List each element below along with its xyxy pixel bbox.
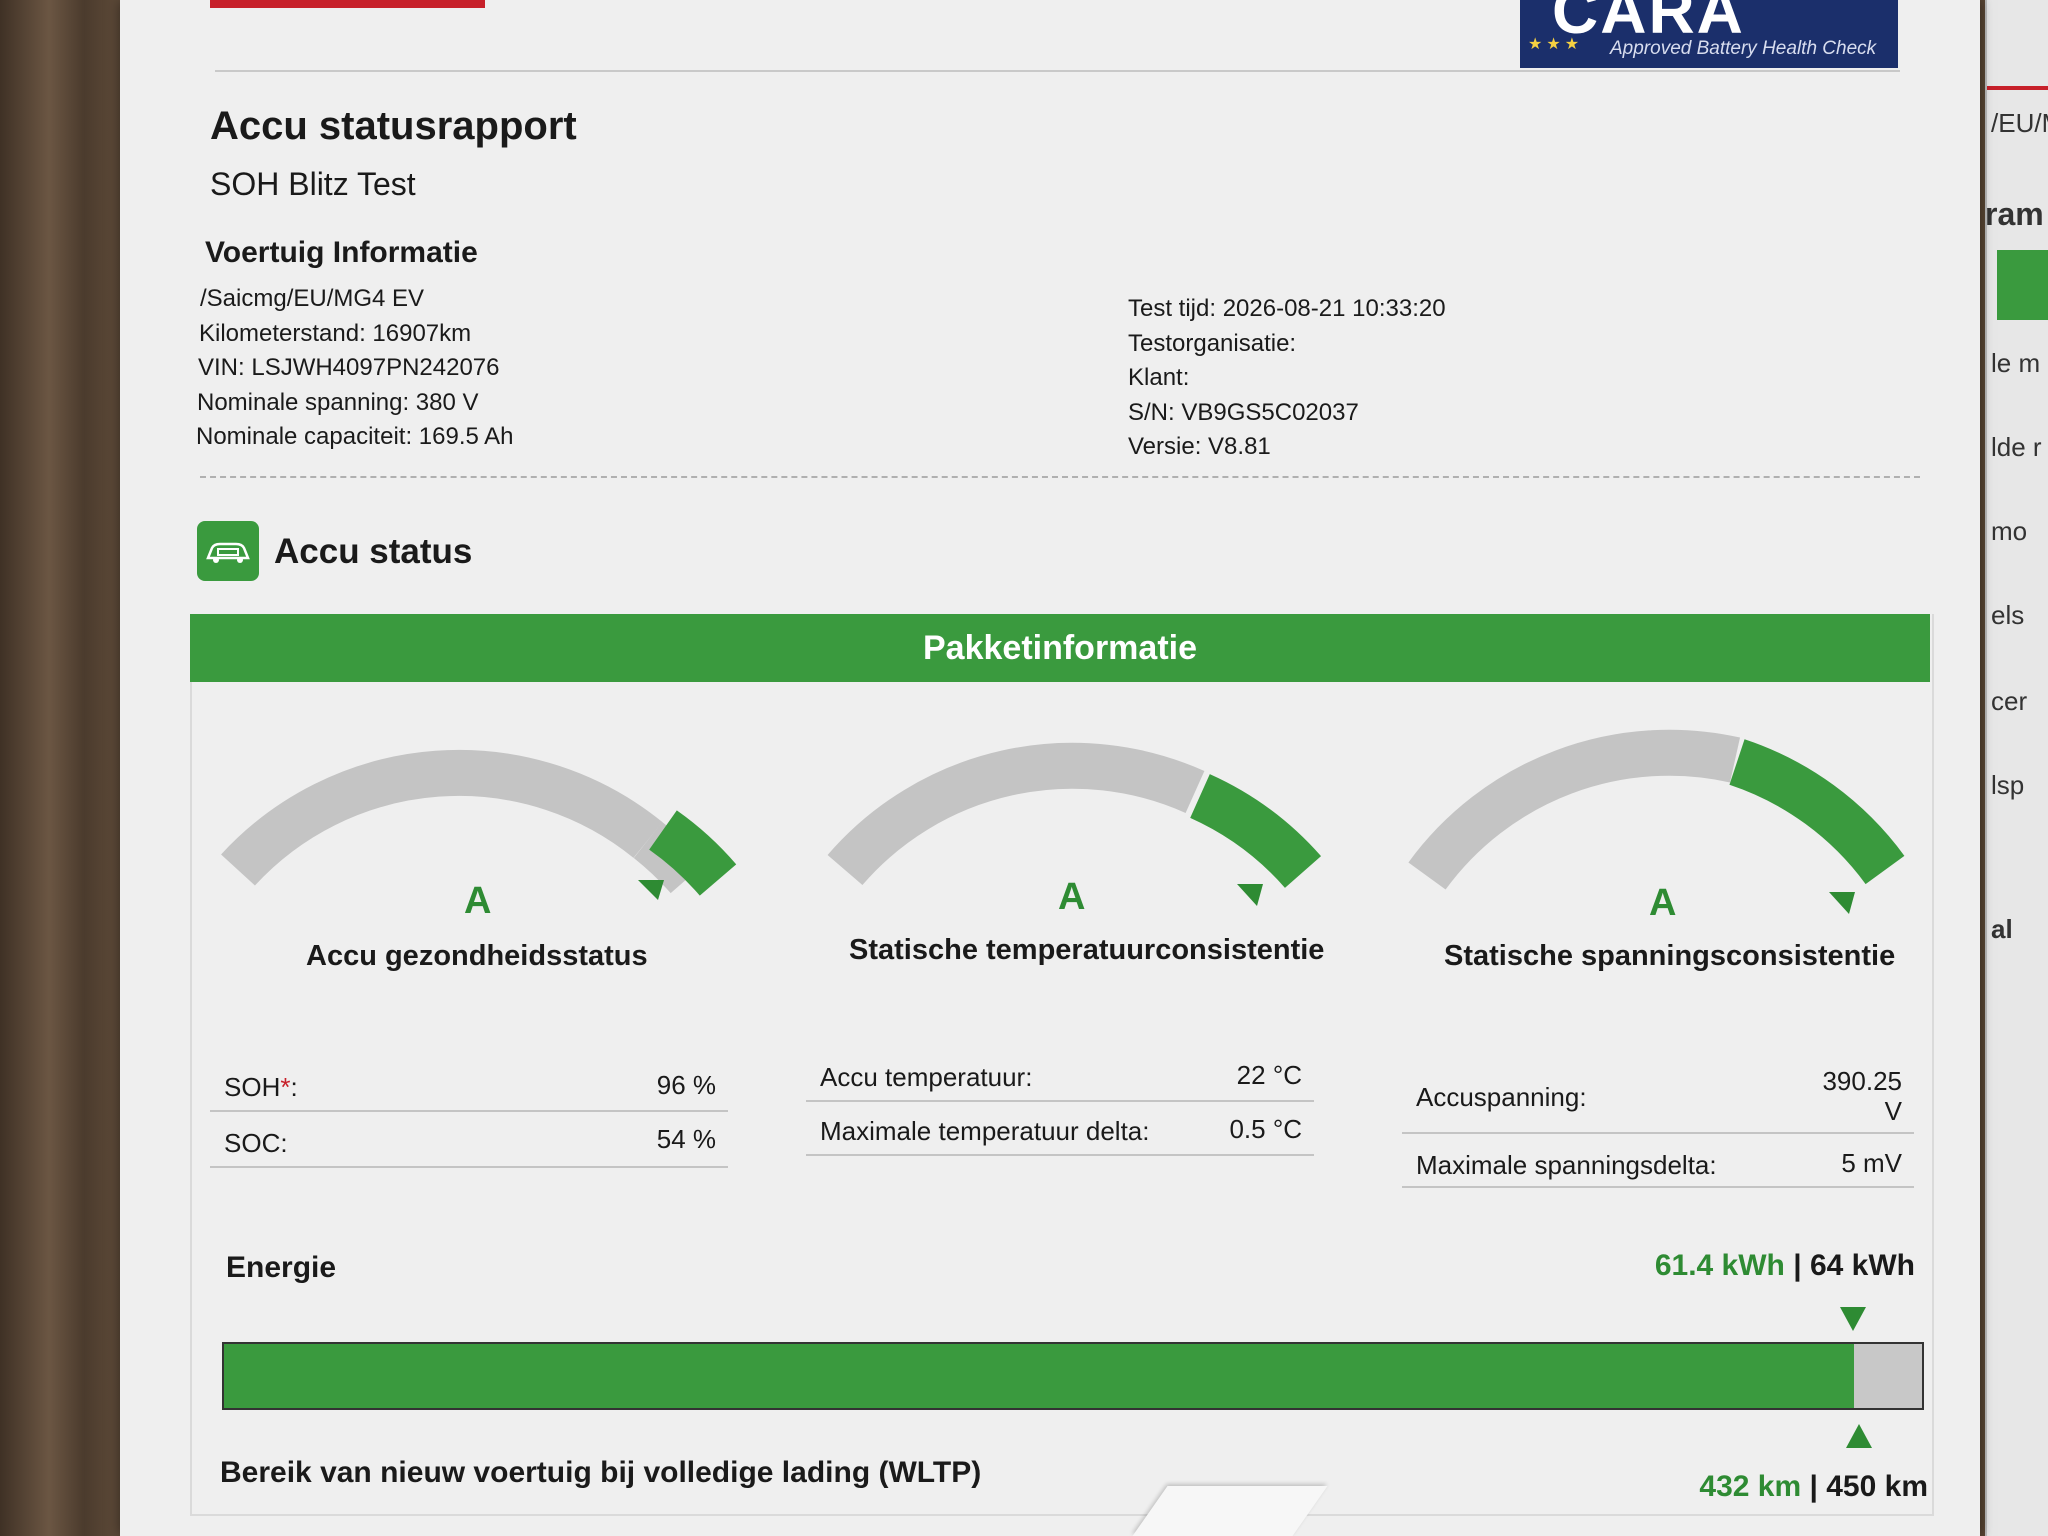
kv-key: SOC: [224,1128,288,1158]
test-organisation: Testorganisatie: [1128,329,1297,357]
status-title: Accu status [274,532,473,571]
energy-marker-icon [1840,1307,1866,1331]
vehicle-nominal-voltage: Nominale spanning: 380 V [197,388,479,416]
kv-row: Maximale spanningsdelta: 5 mV [1402,1142,1914,1188]
kv-value: 0.5 °C [1229,1114,1302,1144]
energy-label: Energie [226,1251,337,1284]
kv-row: Maximale temperatuur delta: 0.5 °C [806,1110,1314,1156]
battery-car-icon [197,521,259,581]
energy-current: 61.4 kWh [1654,1249,1785,1282]
wooden-table-background [0,0,140,1536]
fragment-text: lsp [1991,770,2025,800]
fragment-text: cer [1991,686,2028,716]
package-info-box [190,614,1934,1516]
gauge-pointer-icon [1829,892,1855,914]
version: Versie: V8.81 [1128,433,1271,460]
cara-logo-name: CARA [1552,0,1745,47]
gauge-label: Statische temperatuurconsistentie [849,934,1325,966]
fragment-text: mo [1991,516,2028,546]
brand-logo-fragment [210,0,485,8]
fragment-text: els [1991,600,2025,630]
kv-key: Maximale temperatuur delta: [820,1116,1150,1146]
customer: Klant: [1128,364,1190,391]
package-info-header: Pakketinformatie [190,614,1930,682]
vehicle-vin: VIN: LSJWH4097PN242076 [198,354,500,381]
report-subtitle: SOH Blitz Test [210,166,416,202]
gauge-health [221,750,737,900]
vehicle-nominal-capacity: Nominale capaciteit: 169.5 Ah [196,423,514,450]
range-current: 432 km [1699,1470,1802,1503]
kv-value: 96 % [656,1070,716,1100]
kv-row: Accu temperatuur: 22 °C [806,1058,1314,1102]
fragment-text: ram [1985,196,2044,232]
range-values: 432 km | 450 km [1699,1470,1928,1504]
soh-footnote-star: * [280,1072,291,1102]
energy-values: 61.4 kWh | 64 kWh [1655,1249,1915,1283]
kv-value: 22 °C [1236,1060,1302,1090]
energy-bar-fill [224,1344,1855,1408]
kv-key: SOH*: [224,1072,298,1103]
kv-key: Accuspanning: [1416,1082,1587,1112]
dashed-divider [200,476,1920,478]
kv-row: Accuspanning: 390.25 V [1402,1058,1914,1134]
report-title: Accu statusrapport [210,104,577,148]
kv-key: Maximale spanningsdelta: [1416,1150,1717,1180]
kv-value: 54 % [656,1124,716,1154]
divider [215,70,1900,72]
fragment-text: al [1991,914,2013,944]
energy-separator: | [1784,1249,1810,1282]
second-sheet-edge: /EU/M ram le m lde r mo els cer lsp al [1985,0,2048,1536]
range-total: 450 km [1826,1470,1928,1503]
cara-logo: CARA ★★★ Approved Battery Health Check [1520,0,1898,68]
range-separator: | [1801,1470,1827,1503]
test-info-right: Test tijd: 2026-08-21 10:33:20 Testorgan… [1128,292,1446,465]
range-marker-icon [1846,1424,1872,1448]
vehicle-info-left: /Saicmg/EU/MG4 EV Kilometerstand: 16907k… [196,282,514,455]
red-rule [1987,86,2048,90]
fragment-text: le m [1991,348,2041,378]
vehicle-mileage: Kilometerstand: 16907km [199,319,472,347]
kv-key: Accu temperatuur: [820,1062,1033,1092]
vehicle-model: /Saicmg/EU/MG4 EV [200,285,425,312]
fragment-green-bar [1997,250,2048,320]
gauge-grade: A [464,880,492,922]
gauge-label: Statische spanningsconsistentie [1444,940,1896,972]
kv-value: 5 mV [1841,1148,1902,1178]
soh-colon: : [290,1072,298,1102]
gauge-pointer-icon [638,880,664,900]
stars-icon: ★★★ [1528,36,1584,53]
gauge-grade: A [1649,882,1677,924]
cara-logo-tagline: Approved Battery Health Check [1610,38,1877,59]
kv-row: SOC: 54 % [210,1120,728,1168]
gauge-grade: A [1058,876,1086,918]
vehicle-info-heading: Voertuig Informatie [205,236,478,269]
energy-bar [222,1342,1924,1410]
gauge-pointer-icon [1237,884,1263,906]
test-time: Test tijd: 2026-08-21 10:33:20 [1128,295,1446,322]
serial-number: S/N: VB9GS5C02037 [1128,398,1359,426]
gauge-voltage [1408,729,1905,914]
energy-total: 64 kWh [1809,1249,1915,1282]
soh-label: SOH [224,1072,281,1102]
fragment-text: lde r [1991,432,2042,462]
range-label: Bereik van nieuw voertuig bij volledige … [220,1456,982,1489]
gauge-label: Accu gezondheidsstatus [306,940,648,972]
kv-value: 390.25 V [1822,1066,1902,1126]
kv-row: SOH*: 96 % [210,1064,728,1112]
fragment-text: /EU/M [1991,108,2048,138]
gauge-temperature [827,742,1322,906]
